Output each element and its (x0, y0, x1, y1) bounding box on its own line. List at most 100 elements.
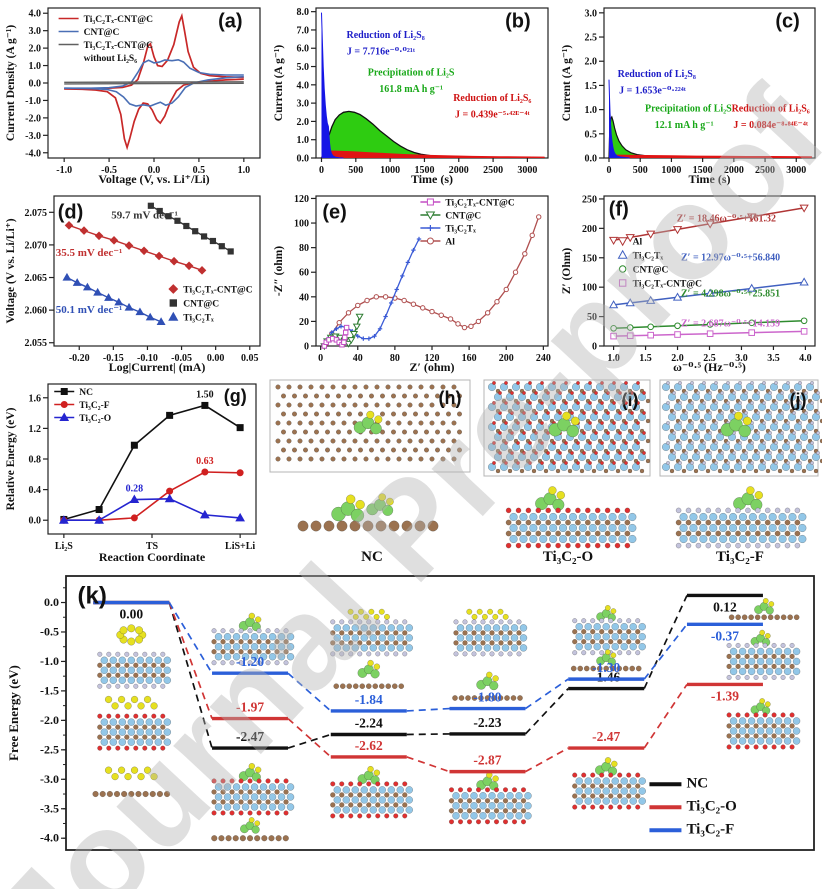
svg-text:2.0: 2.0 (29, 44, 42, 55)
svg-text:0.8: 0.8 (29, 455, 42, 466)
svg-text:2500: 2500 (483, 165, 503, 176)
structure-caption-ti3c2-o: Ti₃C₂-O (542, 549, 594, 565)
svg-text:12.1 mA h g⁻¹: 12.1 mA h g⁻¹ (655, 120, 714, 131)
svg-text:-1.80: -1.80 (473, 690, 501, 705)
cv-chart: -1.0 -0.5 0.0 0.5 1.0 -4.0 -3.0 -2.0 -1.0 0.0 1.0 2… (2, 2, 268, 188)
svg-text:8.0: 8.0 (297, 7, 310, 18)
svg-text:-1.30: -1.30 (592, 660, 620, 675)
svg-text:-0.20: -0.20 (69, 353, 90, 364)
svg-text:-3.0: -3.0 (40, 772, 59, 786)
svg-text:80: 80 (390, 353, 400, 364)
svg-text:1.5: 1.5 (639, 353, 652, 364)
svg-text:1.2: 1.2 (29, 424, 42, 435)
svg-text:50: 50 (587, 312, 597, 323)
warburg-chart: 1.0 1.5 2.0 2.5 3.0 3.5 4.0 0 50 100 150 200 250 ω⁻⁰·… (558, 190, 823, 376)
svg-text:100: 100 (294, 219, 309, 230)
svg-text:Voltage (V, vs. Li⁺/Li): Voltage (V, vs. Li⁺/Li) (98, 172, 209, 186)
svg-text:1.0: 1.0 (585, 105, 598, 116)
svg-text:200: 200 (499, 353, 514, 364)
svg-text:-1.0: -1.0 (56, 165, 72, 176)
svg-text:Ti₃C₂Tₓ-CNT@C: Ti₃C₂Tₓ-CNT@C (84, 15, 153, 25)
svg-text:(a): (a) (218, 11, 242, 33)
svg-text:500: 500 (633, 165, 648, 176)
svg-text:Reaction Coordinate: Reaction Coordinate (99, 550, 206, 564)
svg-text:-1.0: -1.0 (25, 96, 41, 107)
svg-text:500: 500 (348, 165, 363, 176)
svg-text:0.12: 0.12 (713, 599, 737, 614)
svg-text:J = 0.084e⁻⁸·⁸⁴ᴱ⁻⁴ᵗ: J = 0.084e⁻⁸·⁸⁴ᴱ⁻⁴ᵗ (733, 120, 808, 131)
svg-text:1.0: 1.0 (607, 353, 620, 364)
panel-i-structure-ti3c2-o: (i) Ti₃C₂-O (482, 378, 654, 566)
svg-text:7.0: 7.0 (297, 25, 310, 36)
svg-text:Ti₃C₂Tₓ-CNT@C: Ti₃C₂Tₓ-CNT@C (633, 280, 702, 290)
panel-j-structure-ti3c2-f: (j) Ti₃C₂-F (658, 378, 825, 566)
svg-text:CNT@C: CNT@C (84, 28, 120, 38)
svg-text:-Z″ (ohm): -Z″ (ohm) (273, 246, 285, 296)
svg-text:4.0: 4.0 (29, 9, 42, 20)
svg-text:Al: Al (445, 238, 455, 248)
panel-d-tafel: -0.20 -0.15 -0.10 -0.05 0.00 0.05 2.055 2.060 2.… (2, 190, 268, 376)
svg-text:-0.15: -0.15 (103, 353, 124, 364)
svg-text:0.05: 0.05 (241, 353, 259, 364)
svg-text:160: 160 (462, 353, 477, 364)
svg-text:250: 250 (582, 194, 597, 205)
svg-text:50.1 mV dec⁻¹: 50.1 mV dec⁻¹ (56, 304, 123, 316)
svg-text:1.0: 1.0 (238, 165, 251, 176)
svg-text:Z′ = 12.97ω⁻⁰·⁵+56.840: Z′ = 12.97ω⁻⁰·⁵+56.840 (681, 253, 780, 264)
svg-text:6.0: 6.0 (297, 44, 310, 55)
current-time-chart-c: 0 500 1000 1500 2000 2500 3000 0.0 0.5 1.0 1.5 2.0 2… (558, 2, 823, 188)
svg-text:2.055: 2.055 (25, 338, 48, 349)
svg-text:-1.0: -1.0 (40, 654, 59, 668)
svg-text:0.0: 0.0 (585, 154, 598, 165)
svg-text:-2.87: -2.87 (473, 753, 501, 768)
svg-text:20: 20 (299, 317, 309, 328)
svg-text:Z′ (ohm): Z′ (ohm) (409, 360, 454, 374)
svg-text:2.5: 2.5 (703, 353, 716, 364)
svg-text:LiS+Li: LiS+Li (225, 541, 255, 552)
svg-text:0.0: 0.0 (148, 165, 161, 176)
svg-text:NC: NC (686, 776, 708, 792)
svg-text:3.0: 3.0 (585, 8, 598, 19)
svg-text:(i): (i) (622, 390, 639, 410)
svg-text:0.00: 0.00 (119, 607, 143, 622)
svg-text:59.7 mV dec⁻¹: 59.7 mV dec⁻¹ (111, 210, 178, 222)
svg-text:Time (s): Time (s) (411, 172, 453, 186)
svg-text:1.6: 1.6 (29, 393, 42, 404)
svg-text:2.070: 2.070 (25, 240, 48, 251)
svg-text:0.0: 0.0 (29, 516, 42, 527)
svg-text:0: 0 (319, 165, 324, 176)
panel-h-structure-nc: (h) NC (268, 378, 476, 566)
svg-text:Free Energy (eV): Free Energy (eV) (6, 665, 21, 761)
svg-text:-2.0: -2.0 (25, 113, 41, 124)
svg-text:1.5: 1.5 (585, 81, 598, 92)
panel-f-warburg: 1.0 1.5 2.0 2.5 3.0 3.5 4.0 0 50 100 150 200 250 ω⁻⁰·… (558, 190, 823, 376)
svg-text:2.0: 2.0 (671, 353, 684, 364)
svg-text:Voltage (V vs. Li/Li⁺): Voltage (V vs. Li/Li⁺) (5, 218, 17, 323)
svg-text:0.0: 0.0 (44, 595, 59, 609)
svg-text:3.0: 3.0 (29, 26, 42, 37)
svg-text:ω⁻⁰·⁵ (Hz⁻⁰·⁵): ω⁻⁰·⁵ (Hz⁻⁰·⁵) (673, 360, 746, 374)
svg-text:Time (s): Time (s) (688, 172, 730, 186)
svg-text:Al: Al (633, 238, 643, 248)
svg-text:2500: 2500 (755, 165, 775, 176)
svg-text:Z′ (Ohm): Z′ (Ohm) (561, 248, 573, 295)
ti3c2-o-structure-illustration: (i) (482, 378, 654, 566)
svg-text:0: 0 (304, 342, 309, 353)
svg-text:0.4: 0.4 (29, 485, 42, 496)
structure-caption-ti3c2-f: Ti₃C₂-F (716, 549, 764, 565)
svg-text:-4.0: -4.0 (40, 831, 59, 845)
svg-text:-0.5: -0.5 (101, 165, 117, 176)
svg-text:-2.24: -2.24 (355, 716, 383, 731)
svg-text:-2.0: -2.0 (40, 713, 59, 727)
svg-text:J = 1.653e⁻⁰·²²⁴ᵗ: J = 1.653e⁻⁰·²²⁴ᵗ (619, 86, 686, 97)
svg-text:120: 120 (425, 353, 440, 364)
svg-text:CNT@C: CNT@C (445, 212, 481, 222)
svg-text:2000: 2000 (449, 165, 469, 176)
svg-text:(c): (c) (775, 11, 799, 33)
svg-text:1500: 1500 (414, 165, 434, 176)
svg-text:4.0: 4.0 (799, 353, 812, 364)
svg-text:0.63: 0.63 (196, 456, 214, 467)
svg-text:CNT@C: CNT@C (183, 300, 219, 310)
panel-e-nyquist: 0 40 80 120 160 200 240 0 20 40 60 80 100 120 Z′ (ohm)… (270, 190, 556, 376)
svg-text:1500: 1500 (693, 165, 713, 176)
